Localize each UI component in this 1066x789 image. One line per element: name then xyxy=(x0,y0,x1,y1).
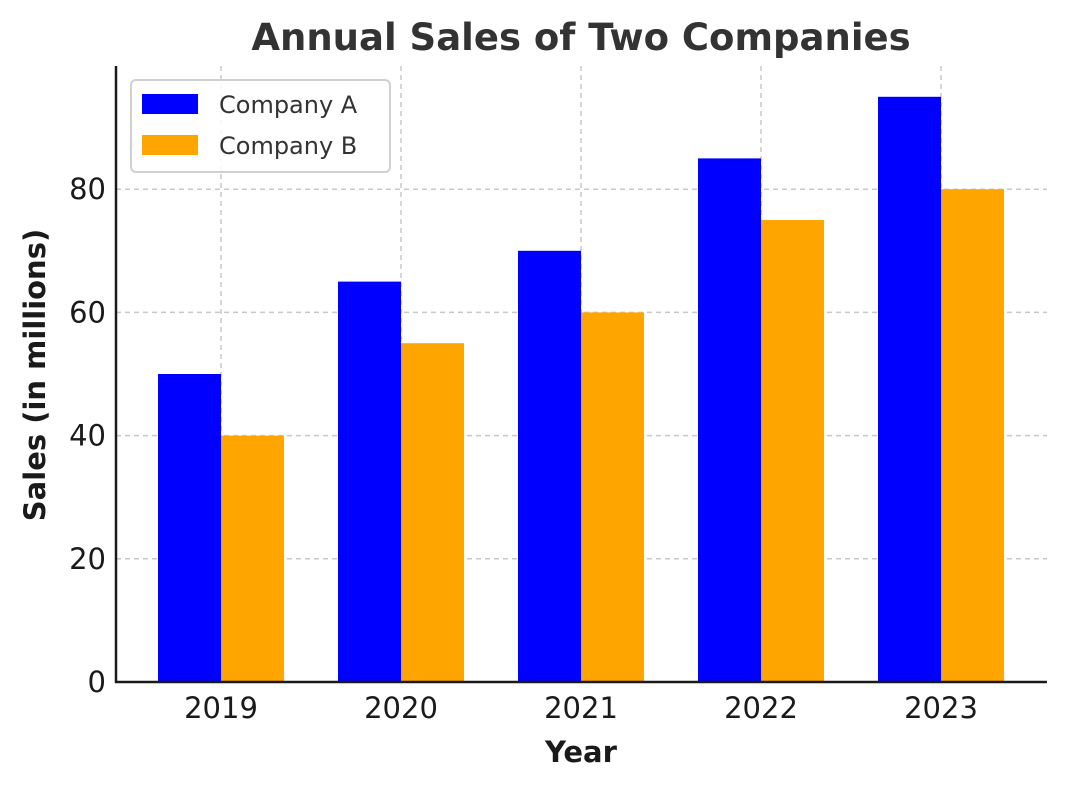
bar-company-a-2023 xyxy=(878,97,941,682)
bar-company-b-2022 xyxy=(761,220,824,682)
y-tick-label: 20 xyxy=(69,542,106,576)
x-tick-label: 2022 xyxy=(724,691,798,725)
bar-company-a-2022 xyxy=(698,158,761,682)
y-tick-label: 80 xyxy=(69,172,106,206)
x-tick-label: 2023 xyxy=(904,691,978,725)
y-axis-label: Sales (in millions) xyxy=(18,229,52,521)
y-tick-label: 40 xyxy=(69,419,106,453)
bar-company-b-2020 xyxy=(401,343,464,682)
bar-company-a-2021 xyxy=(518,251,581,682)
chart-title: Annual Sales of Two Companies xyxy=(251,16,910,59)
x-tick-label: 2019 xyxy=(184,691,258,725)
x-tick-label: 2021 xyxy=(544,691,618,725)
legend-swatch-company-a xyxy=(142,94,198,114)
legend-label-company-b: Company B xyxy=(219,132,357,160)
bar-company-a-2019 xyxy=(158,374,221,682)
y-tick-label: 0 xyxy=(88,665,106,699)
legend-swatch-company-b xyxy=(142,135,198,155)
bar-company-a-2020 xyxy=(338,282,401,682)
legend: Company A Company B xyxy=(131,80,390,172)
legend-label-company-a: Company A xyxy=(219,91,358,119)
x-tick-label: 2020 xyxy=(364,691,438,725)
bar-company-b-2021 xyxy=(581,312,644,682)
bar-company-b-2019 xyxy=(221,436,284,682)
bar-company-b-2023 xyxy=(941,189,1004,682)
x-axis-label: Year xyxy=(544,735,618,769)
y-tick-label: 60 xyxy=(69,295,106,329)
